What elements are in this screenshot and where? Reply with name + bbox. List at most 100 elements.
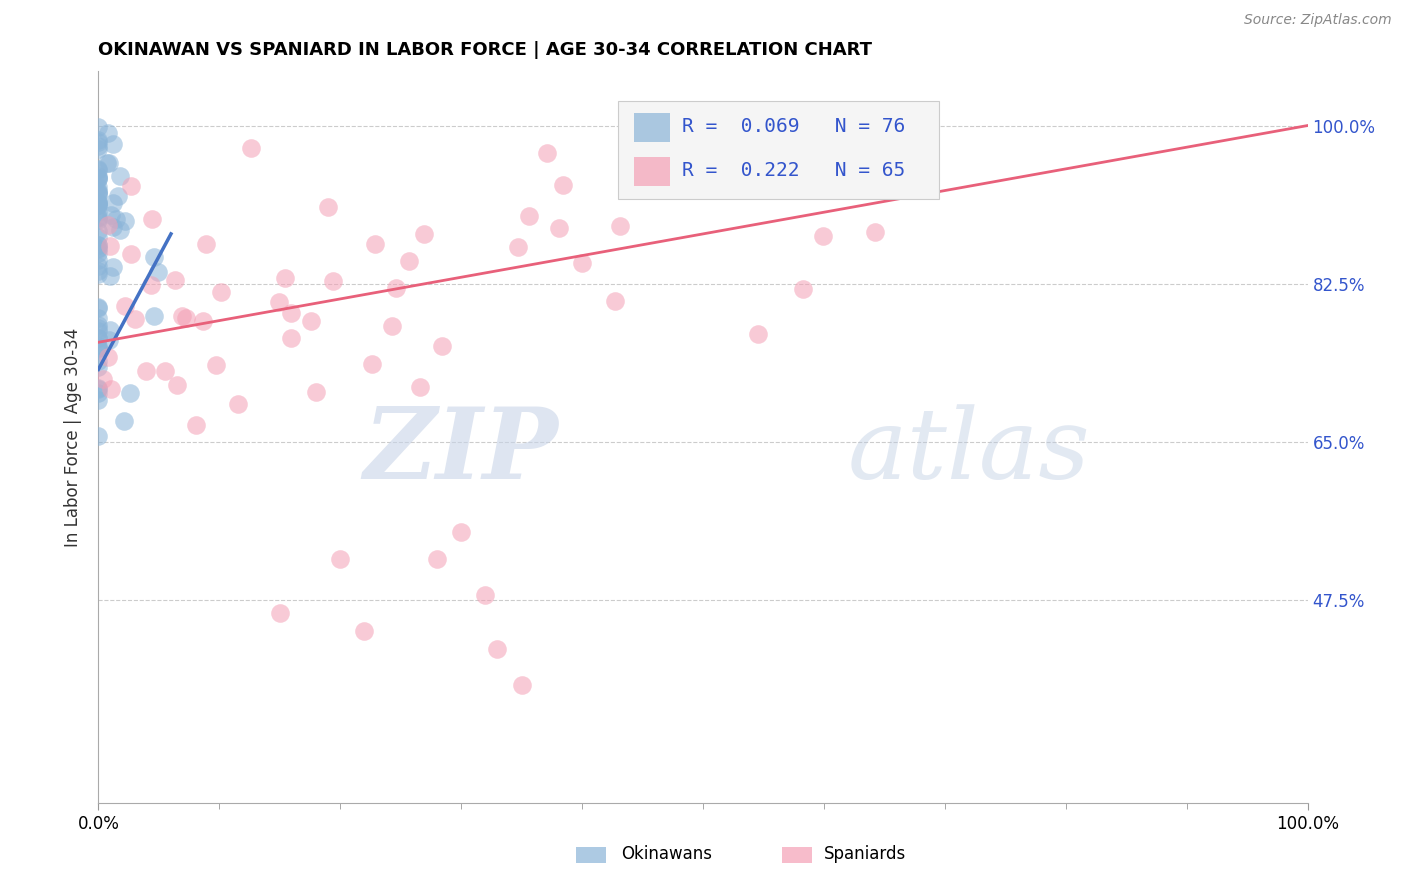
Point: [87, 320, 110, 334]
Point: [112, 414, 135, 428]
Point: [87, 359, 110, 374]
Point: [510, 678, 533, 692]
Point: [87, 161, 110, 176]
Point: [322, 273, 344, 287]
Point: [87, 230, 110, 244]
Point: [353, 624, 375, 639]
Point: [87, 163, 110, 178]
Point: [172, 309, 194, 323]
Point: [209, 285, 232, 299]
Text: atlas: atlas: [848, 404, 1091, 500]
Point: [195, 237, 218, 252]
Point: [486, 642, 509, 657]
Point: [87, 136, 110, 150]
Point: [450, 524, 472, 539]
Point: [108, 223, 131, 237]
Point: [100, 208, 122, 222]
Text: Source: ZipAtlas.com: Source: ZipAtlas.com: [1244, 13, 1392, 28]
Point: [280, 306, 302, 320]
FancyBboxPatch shape: [576, 847, 606, 863]
Point: [107, 188, 129, 202]
Point: [114, 214, 136, 228]
Point: [87, 428, 110, 442]
Point: [269, 606, 291, 620]
Point: [87, 238, 110, 252]
Point: [87, 342, 110, 356]
Text: Okinawans: Okinawans: [621, 845, 711, 863]
Point: [105, 211, 128, 226]
Point: [430, 339, 453, 353]
Point: [87, 331, 110, 345]
Point: [87, 264, 110, 278]
Point: [108, 169, 131, 183]
Point: [96, 156, 118, 170]
Point: [98, 156, 121, 170]
Point: [165, 273, 187, 287]
Point: [118, 386, 141, 401]
Point: [870, 119, 893, 133]
Point: [385, 281, 408, 295]
Y-axis label: In Labor Force | Age 30-34: In Labor Force | Age 30-34: [65, 327, 83, 547]
Point: [609, 219, 631, 233]
Point: [87, 354, 110, 368]
Point: [87, 186, 110, 200]
Point: [299, 314, 322, 328]
Point: [87, 211, 110, 225]
Point: [87, 195, 110, 210]
Point: [87, 260, 110, 274]
Point: [87, 171, 110, 186]
Point: [87, 169, 110, 184]
Point: [204, 358, 226, 372]
Text: ZIP: ZIP: [363, 403, 558, 500]
Point: [146, 265, 169, 279]
Point: [280, 331, 302, 345]
Point: [101, 260, 124, 274]
Point: [408, 380, 430, 394]
Point: [87, 311, 110, 326]
Point: [87, 224, 110, 238]
Point: [141, 211, 163, 226]
Text: Spaniards: Spaniards: [824, 845, 905, 863]
Point: [274, 271, 297, 285]
Point: [87, 185, 110, 199]
Point: [305, 384, 328, 399]
Point: [143, 250, 166, 264]
Point: [101, 136, 124, 151]
Point: [412, 227, 434, 241]
Point: [605, 293, 627, 308]
Point: [191, 314, 214, 328]
Point: [114, 299, 136, 313]
Point: [426, 552, 449, 566]
Point: [87, 241, 110, 255]
Point: [139, 277, 162, 292]
Point: [269, 294, 291, 309]
Point: [87, 381, 110, 395]
Point: [174, 311, 197, 326]
Point: [155, 364, 177, 378]
Point: [87, 196, 110, 211]
Point: [226, 397, 249, 411]
Point: [98, 239, 121, 253]
Point: [101, 220, 124, 235]
Point: [87, 180, 110, 194]
Point: [87, 197, 110, 211]
Point: [87, 172, 110, 186]
Point: [97, 333, 120, 347]
Point: [811, 229, 834, 244]
Point: [103, 196, 125, 211]
FancyBboxPatch shape: [619, 101, 939, 200]
Point: [536, 146, 558, 161]
Point: [87, 120, 110, 135]
Point: [506, 240, 529, 254]
Point: [87, 341, 110, 355]
Point: [87, 139, 110, 153]
Point: [517, 209, 540, 223]
Point: [380, 319, 402, 334]
Text: OKINAWAN VS SPANIARD IN LABOR FORCE | AGE 30-34 CORRELATION CHART: OKINAWAN VS SPANIARD IN LABOR FORCE | AG…: [98, 41, 872, 59]
FancyBboxPatch shape: [634, 157, 671, 186]
Point: [364, 236, 387, 251]
Point: [789, 119, 811, 133]
Point: [863, 225, 886, 239]
FancyBboxPatch shape: [782, 847, 811, 863]
Point: [713, 149, 735, 163]
